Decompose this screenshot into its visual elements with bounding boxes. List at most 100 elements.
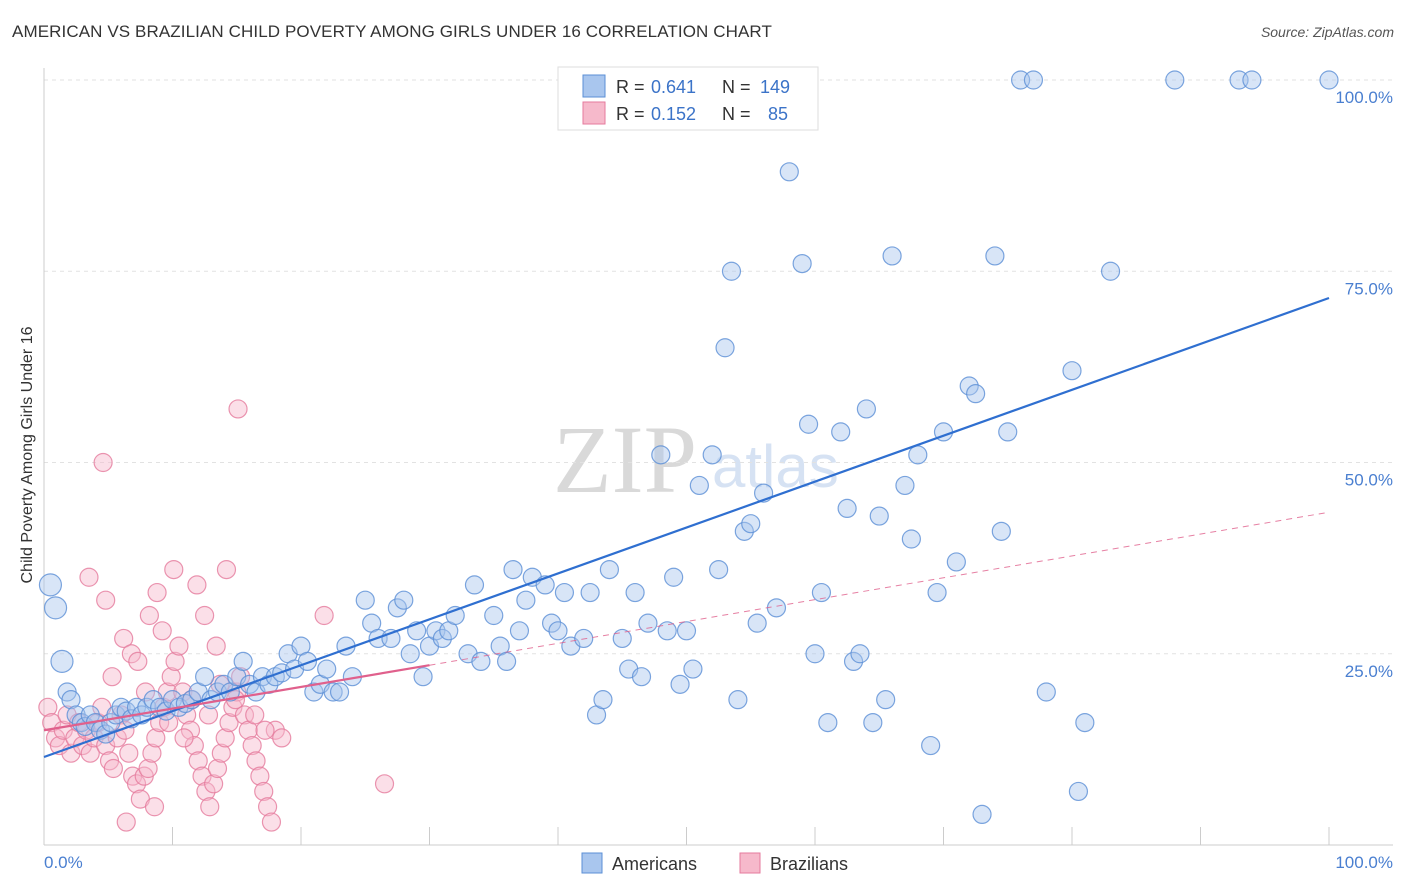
point-brazilians-84	[255, 720, 275, 740]
chart-title: AMERICAN VS BRAZILIAN CHILD POVERTY AMON…	[12, 22, 772, 41]
point-americans-116	[831, 422, 851, 442]
point-americans-111	[792, 254, 812, 274]
y-tick-label-0: 25.0%	[1345, 662, 1393, 681]
point-americans-109	[779, 162, 799, 182]
point-americans-129	[927, 582, 947, 603]
point-americans-72	[503, 559, 523, 580]
point-americans-117	[837, 498, 857, 518]
point-brazilians-62	[114, 628, 134, 649]
point-americans-4	[61, 690, 81, 710]
point-brazilians-73	[228, 399, 248, 419]
point-brazilians-74	[93, 452, 113, 473]
point-americans-2	[50, 649, 74, 674]
point-americans-124	[882, 246, 902, 266]
point-brazilians-33	[165, 651, 185, 672]
point-americans-81	[574, 628, 594, 649]
point-brazilians-86	[314, 605, 334, 626]
point-americans-1	[43, 596, 68, 620]
point-americans-77	[541, 613, 562, 633]
point-brazilians-43	[204, 774, 224, 794]
point-americans-56	[387, 598, 407, 618]
point-brazilians-26	[138, 758, 158, 779]
watermark-atlas: atlas	[712, 433, 839, 500]
x-tick-label-right: 100.0%	[1335, 853, 1393, 872]
point-americans-91	[651, 445, 671, 465]
trend-line-americans	[43, 296, 1330, 759]
legend-r-value-americans: 0.641	[651, 77, 696, 97]
y-axis-title: Child Poverty Among Girls Under 16	[19, 326, 36, 583]
point-americans-147	[1242, 70, 1262, 90]
point-brazilians-32	[161, 667, 181, 687]
stats-legend: R = 0.641 N = 149 R = 0.152 N = 85	[557, 66, 819, 131]
point-americans-88	[625, 582, 645, 603]
point-americans-127	[908, 445, 928, 465]
legend-r-label-brazilians: R =	[616, 104, 645, 124]
point-americans-74	[516, 590, 536, 610]
point-americans-142	[1068, 781, 1089, 802]
point-americans-71	[497, 651, 517, 672]
point-americans-99	[709, 559, 729, 580]
bottom-legend-label-americans: Americans	[612, 854, 697, 874]
point-brazilians-34	[169, 636, 189, 656]
point-brazilians-76	[135, 682, 156, 702]
point-brazilians-71	[206, 636, 226, 656]
point-americans-79	[554, 582, 575, 603]
legend-n-label-americans: N =	[722, 77, 751, 97]
point-americans-141	[1062, 361, 1082, 381]
point-americans-92	[657, 621, 677, 641]
point-brazilians-39	[188, 751, 208, 771]
point-brazilians-64	[128, 651, 148, 672]
point-americans-85	[599, 559, 620, 580]
point-brazilians-68	[164, 559, 184, 580]
point-americans-28	[195, 667, 215, 687]
point-brazilians-70	[195, 605, 215, 626]
y-tick-label-2: 75.0%	[1345, 279, 1393, 298]
trend-line-brazilians	[43, 664, 430, 732]
point-americans-104	[741, 514, 761, 534]
x-tick-label-left: 0.0%	[44, 853, 83, 872]
point-brazilians-72	[216, 559, 237, 580]
point-brazilians-11	[80, 743, 100, 763]
trend-line-brazilians-extension	[429, 511, 1330, 666]
point-americans-45	[304, 682, 324, 702]
point-americans-115	[818, 712, 838, 733]
trend-lines	[43, 296, 1330, 759]
point-americans-82	[580, 582, 600, 603]
point-brazilians-58	[261, 812, 282, 832]
point-americans-20	[143, 690, 163, 710]
point-americans-103	[734, 521, 754, 541]
point-americans-67	[464, 575, 485, 595]
point-americans-97	[689, 475, 709, 496]
legend-n-label-brazilians: N =	[722, 104, 751, 124]
point-americans-96	[683, 659, 703, 679]
point-americans-47	[317, 659, 337, 679]
point-brazilians-41	[196, 781, 216, 802]
point-americans-90	[638, 613, 658, 633]
point-americans-140	[1036, 682, 1056, 702]
point-brazilians-21	[119, 743, 139, 763]
point-americans-73	[509, 621, 530, 641]
point-brazilians-23	[126, 774, 147, 794]
point-brazilians-17	[103, 758, 123, 779]
point-americans-89	[631, 667, 652, 687]
point-americans-78	[548, 621, 568, 641]
point-americans-100	[715, 338, 735, 358]
legend-swatch-brazilians	[582, 101, 606, 125]
point-brazilians-27	[142, 743, 162, 763]
y-tick-labels: 25.0% 50.0% 75.0% 100.0%	[1335, 88, 1393, 681]
point-brazilians-66	[147, 582, 167, 603]
point-brazilians-40	[192, 766, 212, 786]
point-americans-131	[946, 552, 966, 572]
legend-r-value-brazilians: 0.152	[651, 104, 696, 124]
point-brazilians-61	[96, 590, 116, 610]
point-americans-57	[394, 590, 414, 610]
point-brazilians-55	[250, 766, 270, 786]
point-americans-48	[323, 682, 343, 702]
point-americans-132	[959, 376, 979, 396]
point-americans-120	[856, 399, 877, 419]
point-brazilians-47	[219, 712, 239, 733]
point-americans-122	[869, 506, 889, 526]
point-brazilians-69	[187, 575, 207, 595]
point-americans-49	[329, 682, 350, 702]
point-brazilians-44	[207, 758, 228, 779]
